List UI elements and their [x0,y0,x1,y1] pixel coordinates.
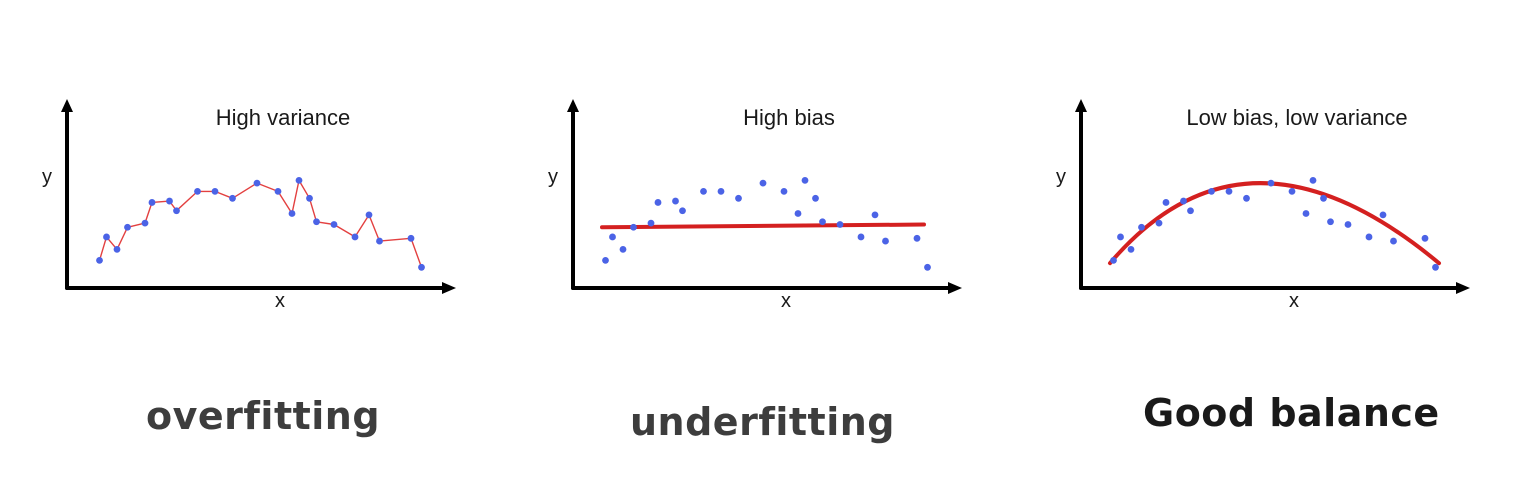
data-point [871,211,879,219]
data-point [418,263,425,271]
data-point [812,194,819,202]
data-point [141,219,149,227]
x-axis-arrowhead-icon [948,282,962,294]
x-axis-label: x [1289,290,1299,312]
data-point [407,234,415,242]
data-point [103,233,110,241]
y-axis-arrowhead-icon [61,99,73,112]
data-point [1138,223,1145,231]
data-point [1155,219,1163,227]
data-point [1432,263,1439,271]
data-point [376,237,383,245]
caption-good-balance: Good balance [1143,391,1440,435]
x-axis-label: x [781,290,791,312]
y-axis-label: y [42,166,52,188]
y-axis-label: y [1056,166,1066,188]
data-point [166,197,173,205]
data-point [913,234,921,242]
data-point [1302,210,1310,217]
data-point [1208,188,1215,195]
data-point [148,199,156,206]
data-point [647,219,655,227]
data-point [672,197,679,205]
x-axis-label: x [275,290,285,312]
data-point [1309,176,1317,184]
data-point [1225,188,1233,195]
data-point [306,194,313,202]
data-point [1110,257,1117,264]
chart-panel-1: High variance y x [42,99,456,312]
data-point [780,188,788,195]
data-point [1327,218,1334,226]
data-point [609,233,616,241]
data-point [351,233,359,241]
data-point [1180,197,1187,205]
caption-overfitting: overfitting [146,394,381,438]
data-point [365,211,373,219]
data-point [794,210,802,217]
data-point [1365,233,1373,241]
data-point [1379,211,1387,219]
data-point [113,245,121,253]
data-point [735,194,742,202]
data-point [630,223,637,231]
data-point [1162,199,1170,206]
caption-underfitting: underfitting [630,400,895,444]
data-point [96,257,103,264]
data-point [801,176,809,184]
data-point [274,188,282,195]
y-axis-label: y [548,166,558,188]
data-point [1288,188,1296,195]
data-point [882,237,889,245]
data-point [330,221,338,228]
y-axis-arrowhead-icon [1075,99,1087,112]
data-point [173,207,180,215]
chart-panel-3: Low bias, low variance y x [1056,99,1470,312]
data-point [717,188,725,195]
data-point [1187,207,1194,215]
data-point [836,221,844,228]
data-point [295,176,303,184]
chart-panel-2: High bias y x [548,99,962,312]
data-point [211,188,219,195]
y-axis-arrowhead-icon [567,99,579,112]
x-axis-arrowhead-icon [1456,282,1470,294]
chart-title: High bias [743,105,835,130]
data-point [288,210,296,217]
data-point [759,179,767,187]
data-point [194,188,201,195]
data-point [1243,194,1250,202]
data-point [924,263,931,271]
data-point [619,245,627,253]
data-point [1390,237,1397,245]
data-point [1421,234,1429,242]
x-axis-arrowhead-icon [442,282,456,294]
data-point [1127,245,1135,253]
data-point [1117,233,1124,241]
linear-fit-line [600,222,926,230]
data-point [124,223,131,231]
data-point [313,218,320,226]
data-point [1344,221,1352,228]
chart-title: High variance [216,105,351,130]
data-point [857,233,865,241]
data-point [253,179,261,187]
data-point [654,199,662,206]
data-point [819,218,826,226]
data-point [1320,194,1327,202]
data-point [1267,179,1275,187]
data-point [679,207,686,215]
quadratic-fit-curve [1108,181,1441,266]
data-point [602,257,609,264]
data-point [700,188,707,195]
data-point [229,194,236,202]
chart-title: Low bias, low variance [1186,105,1407,130]
